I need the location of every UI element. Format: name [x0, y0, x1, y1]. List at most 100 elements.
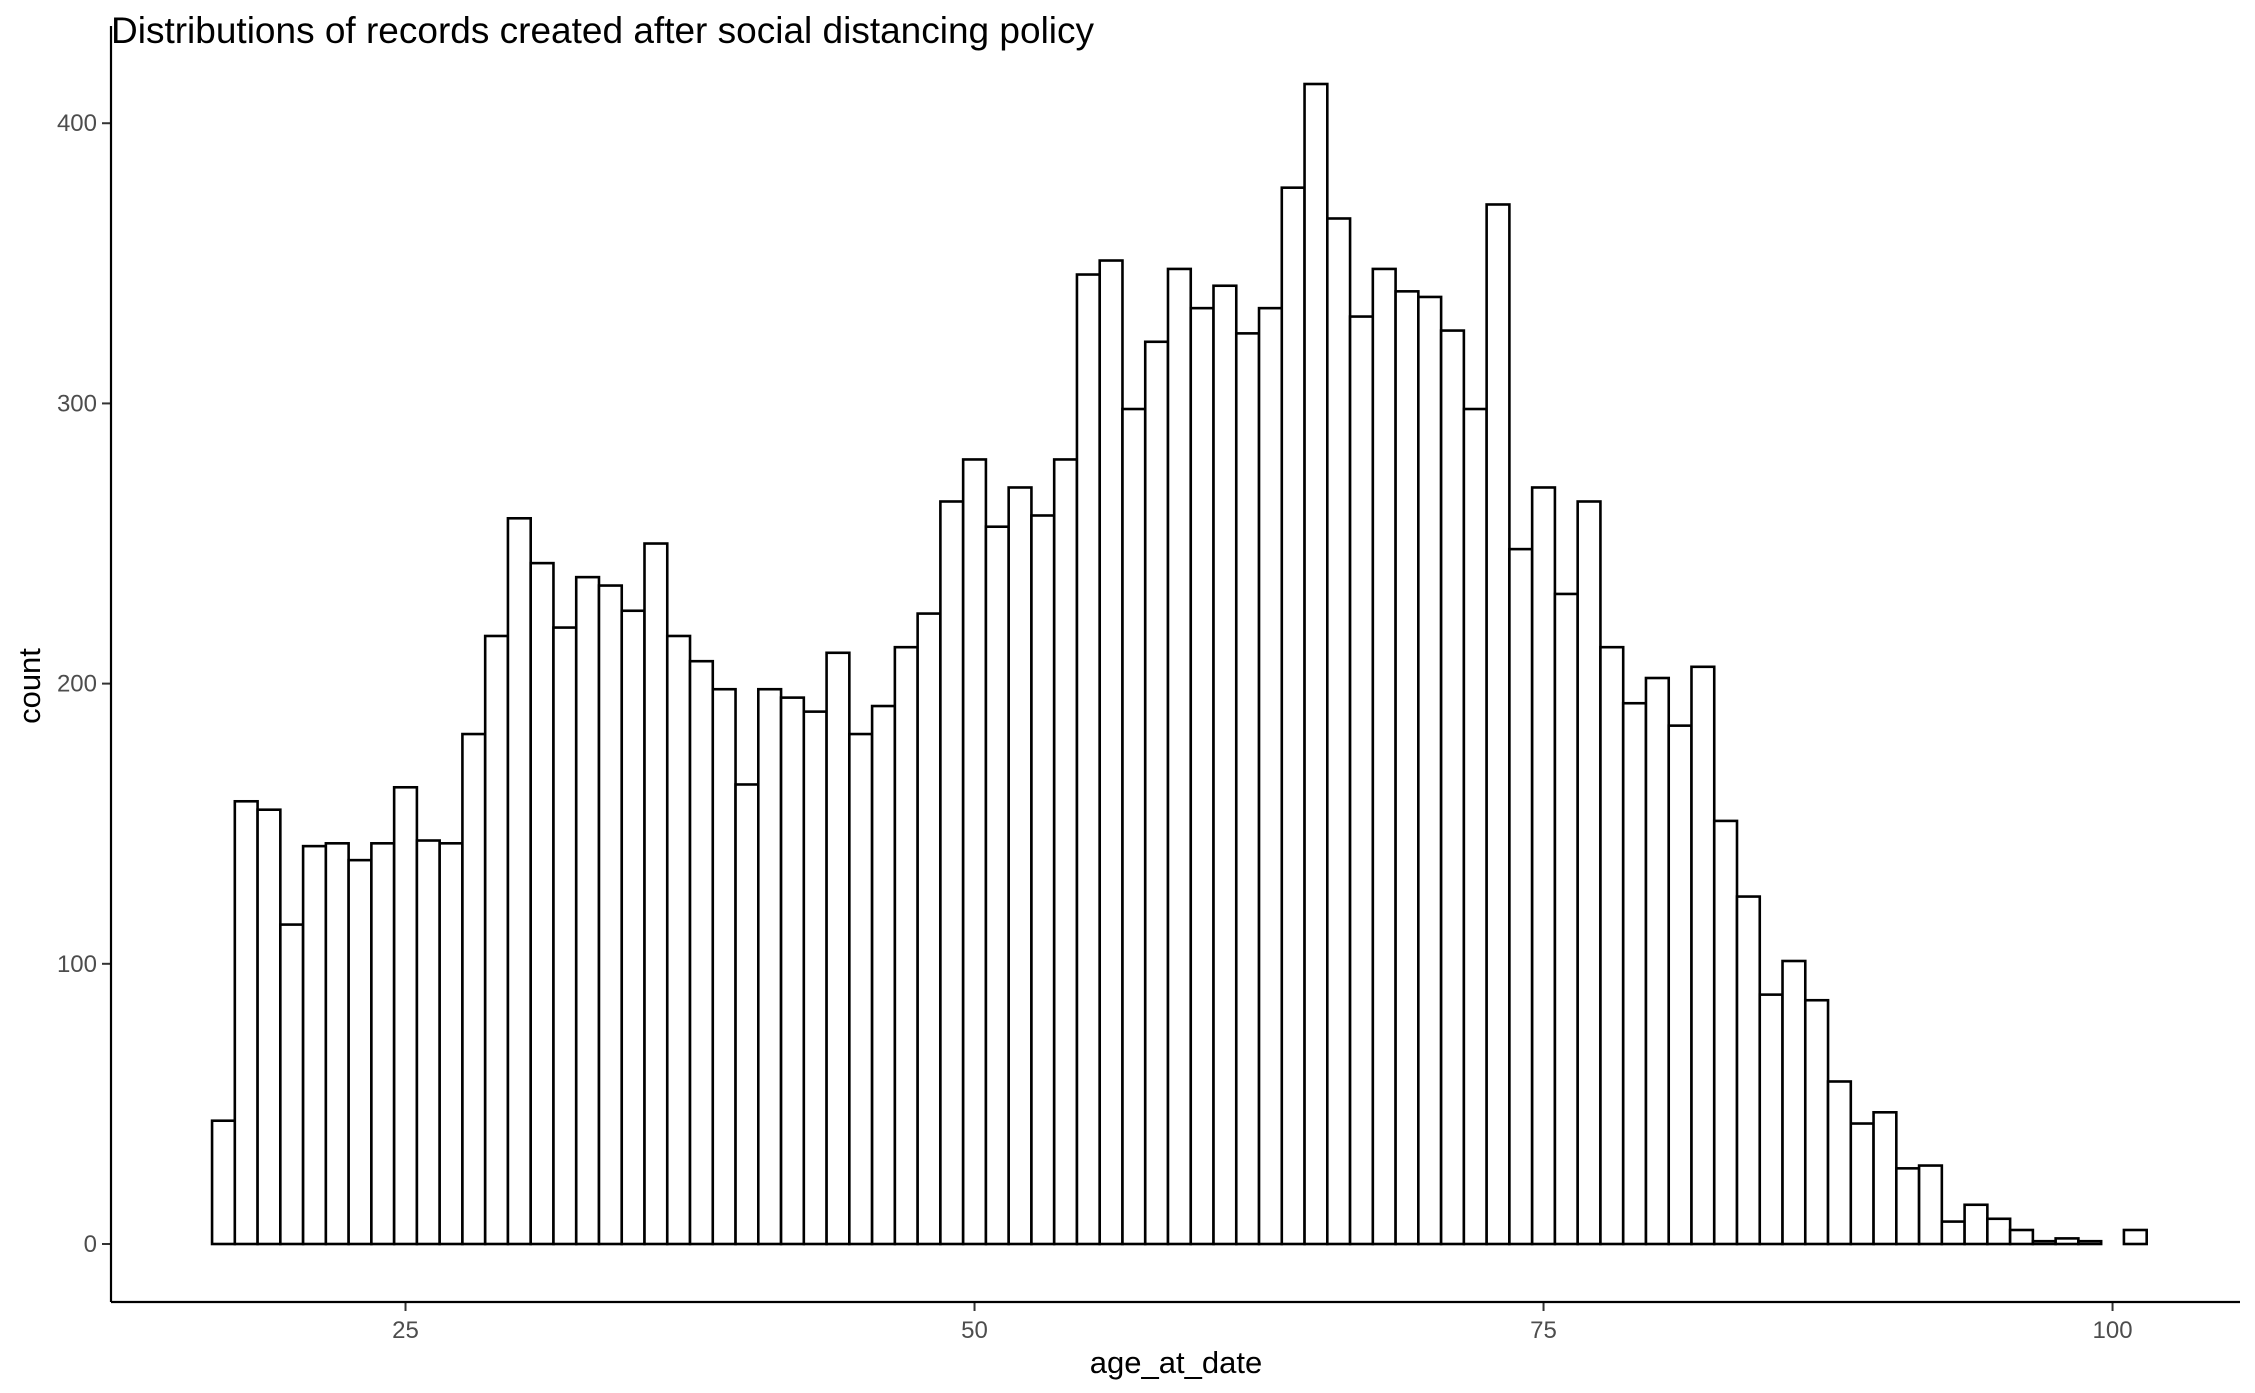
histogram-bar	[597, 584, 624, 1246]
histogram-bar	[1030, 514, 1056, 1246]
histogram-bar	[1417, 295, 1443, 1246]
histogram-bar	[1098, 259, 1124, 1246]
histogram-bar	[1485, 203, 1511, 1246]
histogram-bar	[1803, 998, 1830, 1246]
bars-group	[210, 82, 2148, 1246]
histogram-bar	[939, 500, 965, 1246]
histogram-bar	[870, 704, 897, 1246]
y-tick-label: 400	[57, 110, 97, 137]
histogram-bar	[756, 687, 783, 1246]
x-axis-title: age_at_date	[1090, 1345, 1262, 1380]
histogram-bar	[1166, 267, 1193, 1246]
histogram-bar	[2031, 1239, 2057, 1246]
histogram-bar	[893, 645, 919, 1246]
histogram-bar	[1621, 701, 1648, 1246]
histogram-bar	[1576, 500, 1602, 1246]
histogram-bar	[1758, 993, 1784, 1246]
histogram-bar	[529, 561, 555, 1246]
histogram-bar	[1303, 82, 1329, 1246]
histogram-bar	[1690, 665, 1716, 1246]
histogram-bar	[2008, 1228, 2035, 1246]
histogram-bar	[1394, 290, 1420, 1246]
histogram-bar	[506, 516, 533, 1246]
x-tick-label: 100	[2093, 1317, 2133, 1344]
histogram-bar	[734, 783, 760, 1246]
histogram-bar	[1667, 724, 1693, 1246]
histogram-bar	[483, 634, 510, 1246]
histogram-bar	[1826, 1080, 1853, 1246]
histogram-bar	[1007, 486, 1033, 1246]
histogram-bar	[1234, 332, 1261, 1246]
histogram-bar	[1121, 407, 1147, 1246]
histogram-bar	[688, 659, 715, 1246]
histogram-bar	[1052, 458, 1079, 1246]
histogram-bar	[1849, 1122, 1875, 1246]
histogram-bar	[1553, 592, 1579, 1246]
histogram-bar	[961, 458, 988, 1246]
histogram-bar	[210, 1119, 237, 1246]
histogram-bar	[2054, 1237, 2080, 1246]
histogram-bar	[370, 842, 396, 1246]
histogram-bar	[1348, 315, 1375, 1246]
x-tick-label: 25	[392, 1317, 419, 1344]
histogram-bar	[1212, 284, 1238, 1246]
histogram-bar	[1940, 1220, 1966, 1246]
y-axis-ticks: 0 100 200 300 400	[57, 110, 111, 1258]
histogram-bar	[1895, 1167, 1921, 1246]
histogram-bar	[1075, 273, 1102, 1246]
x-tick-label: 75	[1530, 1317, 1557, 1344]
histogram-bar	[1371, 267, 1397, 1246]
histogram-bar	[711, 687, 737, 1246]
histogram-bar	[825, 651, 851, 1246]
histogram-bar	[1257, 306, 1284, 1246]
y-tick-label: 200	[57, 671, 97, 698]
histogram-bar	[256, 808, 282, 1246]
histogram-bar	[1644, 676, 1671, 1246]
histogram-bar	[1781, 959, 1807, 1246]
histogram-bar	[779, 696, 806, 1246]
histogram-bar	[1872, 1111, 1898, 1246]
y-axis-title: count	[12, 648, 47, 724]
histogram-bar	[802, 710, 828, 1246]
x-tick-label: 50	[961, 1317, 988, 1344]
chart-title: Distributions of records created after s…	[111, 10, 1095, 51]
histogram-bar	[984, 525, 1010, 1246]
histogram-bar	[916, 612, 942, 1246]
histogram-bar	[848, 732, 874, 1246]
histogram-bar	[1599, 645, 1625, 1246]
histogram-bar	[1462, 407, 1488, 1246]
histogram-bar	[324, 842, 350, 1246]
histogram-bar	[2122, 1228, 2148, 1246]
histogram-bar	[1143, 340, 1170, 1246]
y-tick-label: 0	[84, 1231, 97, 1258]
histogram-bar	[574, 575, 601, 1246]
y-tick-label: 100	[57, 951, 97, 978]
histogram-bar	[392, 785, 419, 1246]
histogram-bar	[1508, 547, 1534, 1246]
histogram-bar	[347, 858, 373, 1246]
y-tick-label: 300	[57, 390, 97, 417]
histogram-bar	[1326, 217, 1352, 1246]
histogram-bar	[1735, 895, 1762, 1246]
histogram-bar	[233, 799, 259, 1246]
histogram-bar	[1530, 486, 1557, 1246]
histogram-bar	[620, 609, 646, 1246]
histogram-bar	[1280, 186, 1306, 1246]
histogram-bar	[2077, 1239, 2103, 1246]
histogram-bar	[1917, 1164, 1944, 1246]
x-axis-ticks: 25 50 75 100	[392, 1302, 2133, 1344]
histogram-bar	[552, 626, 578, 1246]
histogram-bar	[643, 542, 669, 1246]
histogram-bar	[1189, 306, 1215, 1246]
histogram-bar	[461, 732, 487, 1246]
histogram-bar	[1986, 1217, 2012, 1246]
histogram-bar	[1439, 329, 1466, 1246]
histogram-bar	[279, 923, 305, 1246]
histogram-bar	[1712, 819, 1739, 1246]
histogram-bar	[665, 634, 692, 1246]
histogram-bar	[438, 842, 464, 1246]
histogram-bar	[1963, 1203, 1989, 1246]
histogram-bar	[301, 844, 328, 1246]
